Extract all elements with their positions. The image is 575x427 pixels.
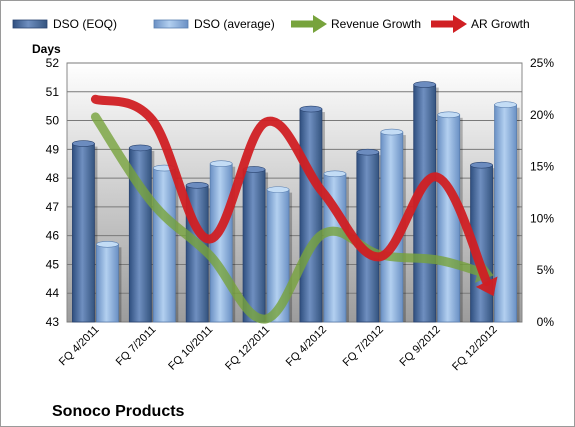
revenue-growth-line (90, 112, 483, 324)
bar-dso-eoq (299, 108, 323, 323)
bar-dso-eoq-cap (185, 182, 209, 189)
legend-swatch-arrowhead (313, 15, 327, 33)
growth-lines (90, 94, 498, 324)
bar-dso-average-cap (494, 101, 517, 109)
chart-title: Sonoco Products (52, 403, 185, 420)
bar-dso-average (437, 114, 461, 323)
x-tick-label: FQ 9/2012 (398, 324, 443, 369)
bar-dso-eoq-cap (413, 81, 436, 88)
bar-dso-eoq (356, 151, 380, 323)
bar-dso-eoq-cap (72, 140, 95, 147)
bar-dso-eoq-cap (129, 144, 152, 152)
bar-dso-average-cap (209, 160, 233, 168)
y2-tick-label: 25% (530, 56, 554, 70)
legend-label: DSO (EOQ) (53, 17, 117, 31)
x-tick-label: FQ 10/2011 (166, 324, 215, 373)
y-tick-label: 45 (46, 257, 60, 271)
y-tick-label: 51 (46, 85, 60, 99)
y2-axis-ticks: 0% 5% 10% 15% 20% 25% (530, 56, 554, 329)
bar-dso-average-cap (266, 186, 290, 193)
bar-dso-average (152, 167, 176, 323)
bar-dso-eoq-cap (470, 161, 493, 169)
legend-label: DSO (average) (194, 17, 275, 31)
y2-tick-label: 20% (530, 108, 554, 122)
x-tick-label: FQ 4/2012 (284, 324, 329, 369)
bar-dso-eoq-cap (356, 148, 380, 156)
bar-dso-eoq (72, 143, 95, 323)
y-tick-label: 48 (46, 171, 60, 185)
x-tick-label: FQ 7/2012 (341, 324, 386, 369)
bar-dso-average (209, 163, 233, 323)
x-tick-label: FQ 12/2011 (223, 324, 272, 373)
y2-tick-label: 0% (537, 315, 555, 329)
bar-dso-eoq (242, 169, 266, 323)
y-tick-label: 44 (46, 286, 60, 300)
ar-growth-arrowhead (475, 276, 498, 297)
y2-tick-label: 15% (530, 160, 554, 174)
y-tick-label: 50 (46, 114, 60, 128)
legend-label: AR Growth (471, 17, 530, 31)
legend-label: Revenue Growth (331, 17, 421, 31)
y-tick-label: 46 (46, 229, 60, 243)
bar-dso-average-cap (380, 128, 404, 136)
ar-growth-line (90, 94, 492, 287)
y-tick-label: 52 (46, 56, 60, 70)
legend-swatch (12, 19, 48, 29)
y-axis-ticks: 43 44 45 46 47 48 49 50 51 52 (46, 56, 60, 329)
legend-swatch-arrowhead (453, 15, 467, 33)
legend-swatch (153, 19, 189, 29)
y-tick-label: 43 (46, 315, 60, 329)
bar-dso-average-cap (437, 111, 460, 119)
y-tick-label: 47 (46, 200, 60, 214)
y-axis-label: Days (32, 42, 61, 56)
y2-tick-label: 10% (530, 211, 554, 225)
bar-dso-average-cap (96, 241, 119, 248)
x-tick-label: FQ 12/2012 (450, 324, 500, 374)
x-tick-label: FQ 4/2011 (57, 324, 102, 369)
x-axis-ticks: FQ 4/2011 FQ 7/2011 FQ 10/2011 FQ 12/2011 FQ… (57, 324, 500, 374)
y2-tick-label: 5% (537, 263, 555, 277)
x-tick-label: FQ 7/2011 (114, 324, 159, 369)
legend: DSO (EOQ) DSO (average) Revenue Growth AR G… (12, 15, 530, 33)
bar-dso-average-cap (323, 170, 347, 178)
bar-dso-average (494, 104, 517, 323)
bar-dso-eoq-cap (299, 105, 323, 113)
bar-dso-average (96, 243, 119, 323)
y-tick-label: 49 (46, 142, 60, 156)
